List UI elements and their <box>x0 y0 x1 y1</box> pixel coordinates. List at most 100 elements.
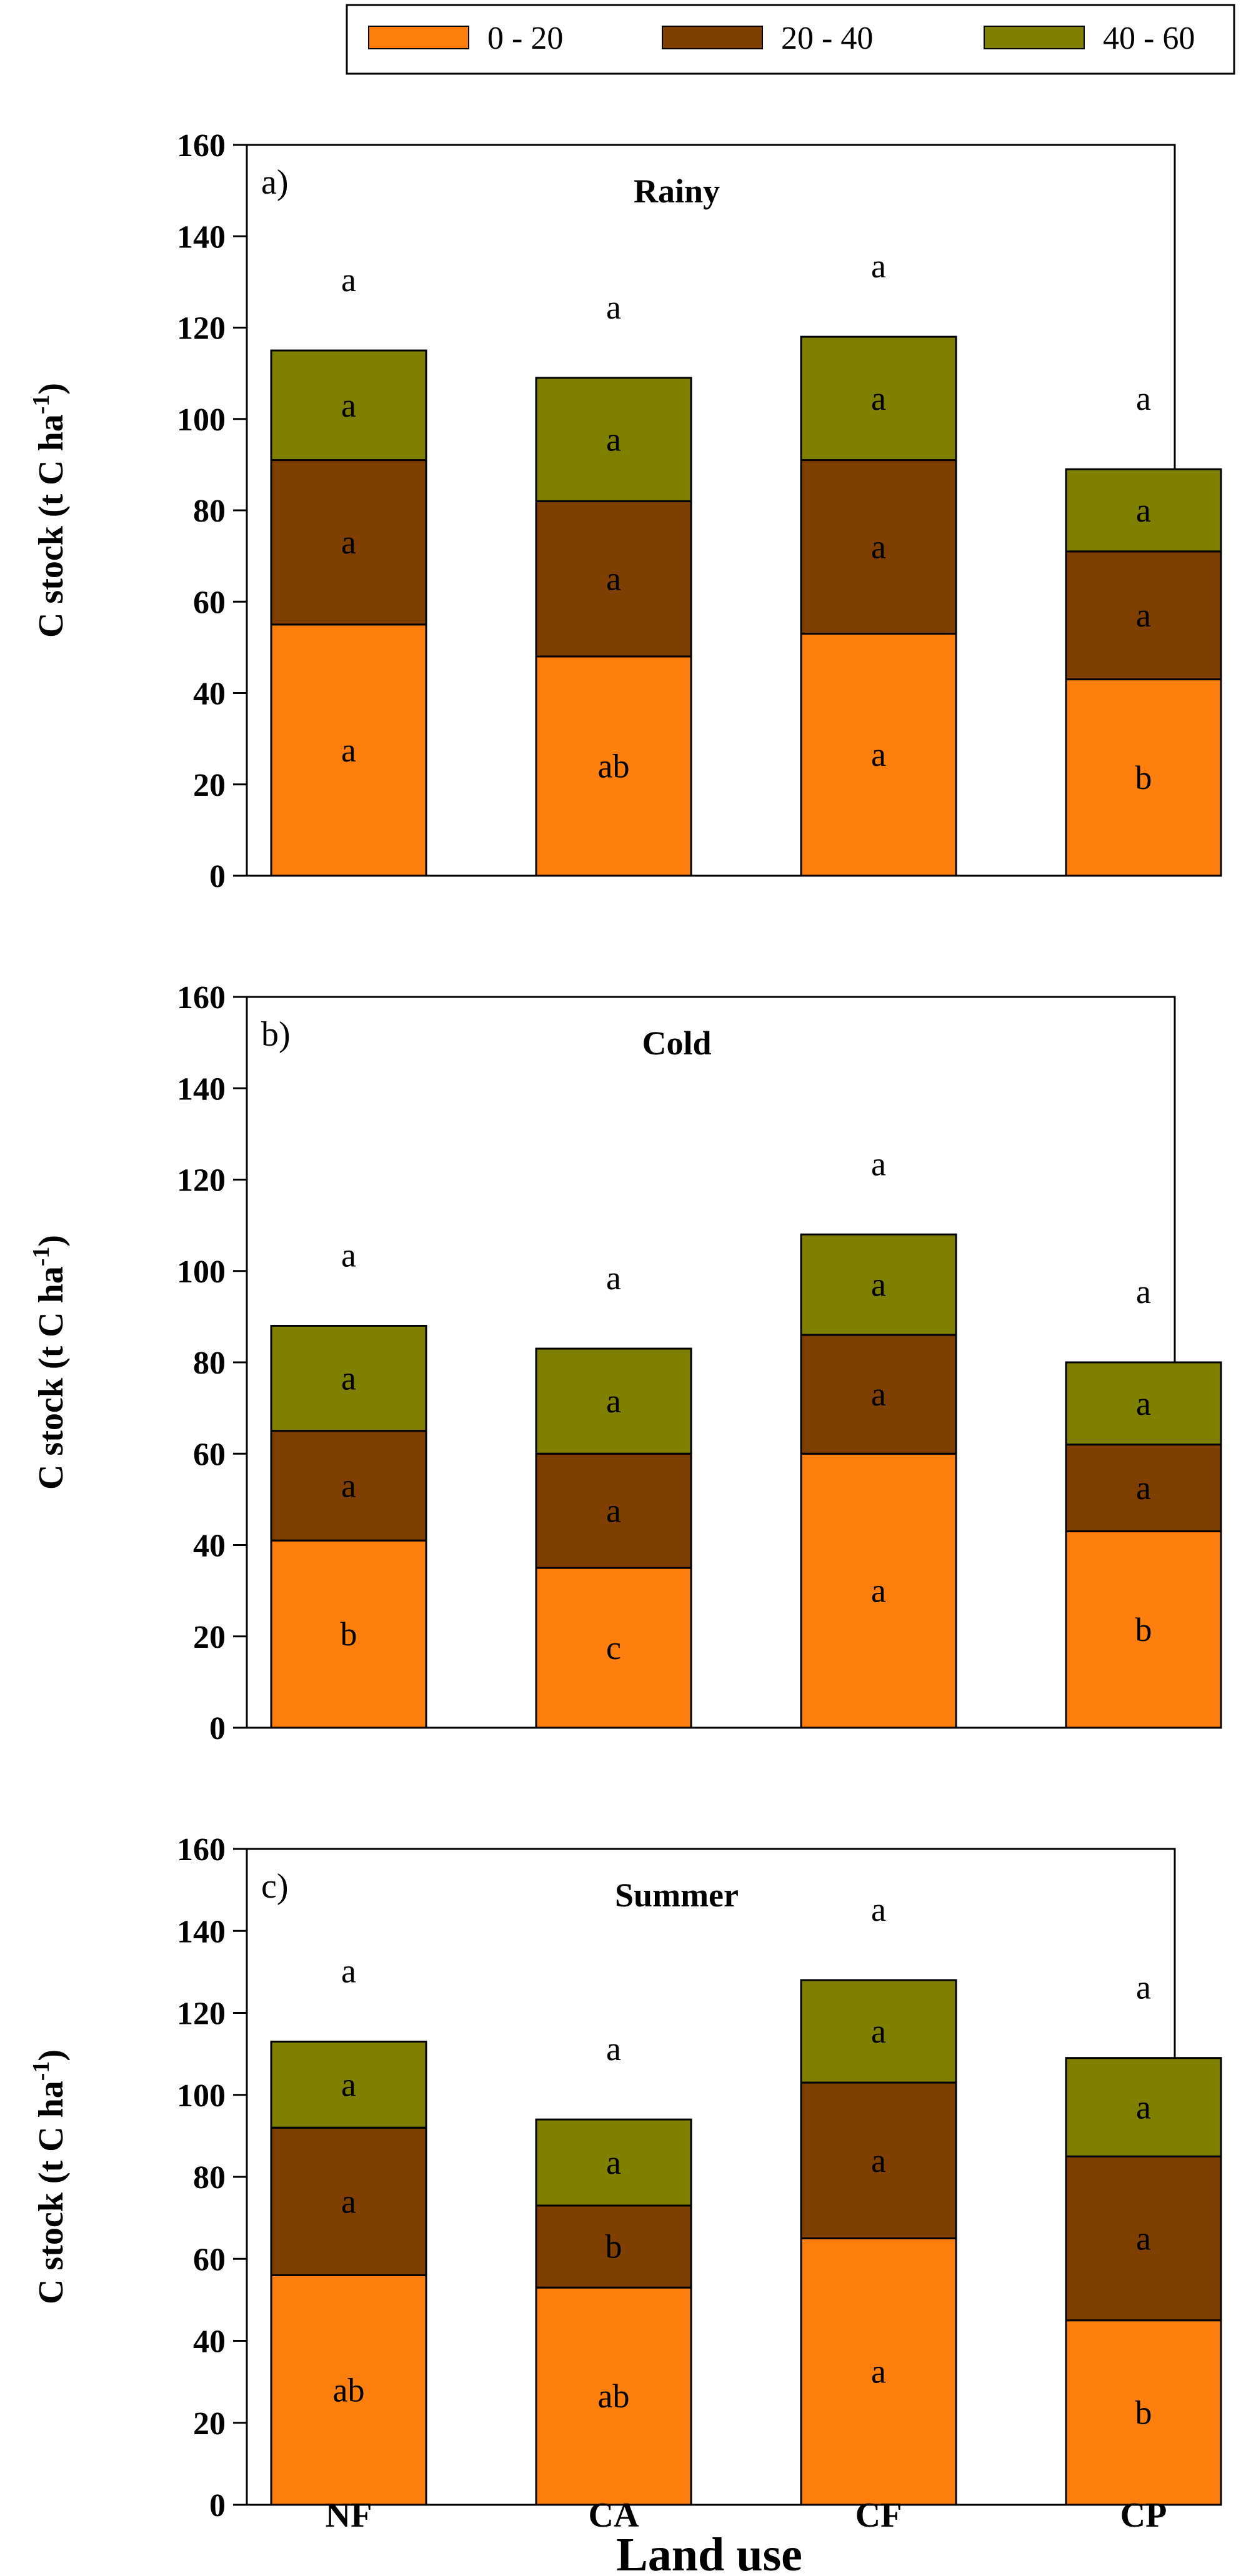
bar-CP-0-20 <box>1065 678 1222 877</box>
bar-CA-40-60 <box>535 377 692 502</box>
y-tick-label: 120 <box>177 1163 226 1199</box>
bar-NF-40-60 <box>270 2040 427 2129</box>
panel-1: 0 20 40 60 80 100 120 140 160 b) Cold b a a a c a a a a a a a b… <box>28 980 1222 1746</box>
total-letter: a <box>1136 1273 1151 1310</box>
legend-swatch-1 <box>662 26 763 49</box>
total-letter: a <box>871 247 886 285</box>
bar-NF-20-40 <box>270 1430 427 1542</box>
legend-label-1: 20 - 40 <box>781 21 873 56</box>
bar-CA-20-40 <box>535 1452 692 1569</box>
bar-CF-0-20 <box>800 632 957 877</box>
bar-CP-40-60 <box>1065 2057 1222 2157</box>
legend-swatch-0 <box>368 26 469 49</box>
segment-letter: a <box>606 1492 621 1530</box>
y-tick-label: 20 <box>193 2406 226 2442</box>
total-letter: a <box>341 1237 356 1274</box>
segment-letter: b <box>1135 1611 1152 1648</box>
y-tick-label: 100 <box>177 402 226 438</box>
segment-letter: a <box>606 421 621 458</box>
segment-letter: a <box>341 2066 356 2103</box>
segment-letter: a <box>871 2013 886 2050</box>
axis-titles: NF CA CF CP Land use <box>326 2496 1167 2576</box>
segment-letter: a <box>871 1572 886 1610</box>
bar-CP-20-40 <box>1065 1444 1222 1533</box>
y-tick-label: 60 <box>193 1437 226 1472</box>
y-axis-label: C stock (t C ha-1) <box>28 383 71 638</box>
panel-letter: a) <box>261 163 289 202</box>
bar-CA-0-20 <box>535 1567 692 1729</box>
segment-letter: a <box>871 1266 886 1304</box>
y-tick-label: 40 <box>193 676 226 712</box>
bar-CA-40-60 <box>535 2118 692 2207</box>
y-tick-label: 0 <box>209 859 226 894</box>
total-letter: a <box>1136 380 1151 417</box>
segment-letter: a <box>341 1467 356 1504</box>
y-tick-label: 120 <box>177 1996 226 2032</box>
y-axis-label: C stock (t C ha-1) <box>28 1235 71 1490</box>
bar-NF-0-20 <box>270 1539 427 1729</box>
bar-CP-0-20 <box>1065 1530 1222 1729</box>
y-tick-label: 20 <box>193 1620 226 1655</box>
legend-label-0: 0 - 20 <box>487 21 563 56</box>
segment-letter: a <box>341 387 356 424</box>
segment-letter: a <box>606 2144 621 2181</box>
panel-letter: b) <box>261 1015 291 1054</box>
bar-NF-40-60 <box>270 349 427 462</box>
total-letter: a <box>606 289 621 326</box>
total-letter: a <box>606 2030 621 2068</box>
total-letter: a <box>1136 1969 1151 2006</box>
segment-letter: a <box>1136 597 1151 634</box>
segment-letter: a <box>1136 1385 1151 1422</box>
segment-letter: a <box>341 731 356 769</box>
y-tick-label: 140 <box>177 1071 226 1107</box>
bar-CF-20-40 <box>800 2081 957 2239</box>
bar-CP-40-60 <box>1065 1361 1222 1446</box>
segment-letter: a <box>1136 492 1151 529</box>
legend-label-2: 40 - 60 <box>1103 21 1195 56</box>
segment-letter: ab <box>598 748 630 785</box>
segment-letter: a <box>606 1382 621 1420</box>
total-letter: a <box>341 261 356 299</box>
segment-letter: b <box>606 2228 622 2266</box>
segment-letter: a <box>871 1375 886 1413</box>
y-tick-label: 160 <box>177 1832 226 1868</box>
segment-letter: a <box>341 523 356 561</box>
x-tick-label-CF: CF <box>855 2496 902 2535</box>
y-tick-label: 60 <box>193 585 226 620</box>
y-tick-label: 80 <box>193 2160 226 2196</box>
legend: 0 - 20 20 - 40 40 - 60 <box>346 4 1235 75</box>
segment-letter: a <box>606 560 621 598</box>
total-letter: a <box>606 1259 621 1297</box>
y-tick-label: 20 <box>193 768 226 803</box>
y-tick-label: 0 <box>209 2488 226 2524</box>
bar-NF-0-20 <box>270 623 427 877</box>
segment-letter: a <box>1136 2088 1151 2126</box>
bar-CP-20-40 <box>1065 550 1222 681</box>
segment-letter: a <box>871 2353 886 2390</box>
x-tick-label-CP: CP <box>1120 2496 1167 2535</box>
segment-letter: a <box>871 736 886 773</box>
legend-swatch-2 <box>984 26 1085 49</box>
y-axis-label: C stock (t C ha-1) <box>28 2049 71 2304</box>
segment-letter: b <box>1135 2394 1152 2431</box>
y-tick-label: 40 <box>193 1528 226 1564</box>
bar-CP-40-60 <box>1065 468 1222 553</box>
y-tick-label: 80 <box>193 493 226 529</box>
segment-letter: a <box>341 1360 356 1397</box>
bar-NF-20-40 <box>270 2126 427 2276</box>
bar-NF-40-60 <box>270 1325 427 1432</box>
y-tick-label: 100 <box>177 2078 226 2114</box>
x-tick-label-CA: CA <box>589 2496 639 2535</box>
bar-CF-20-40 <box>800 459 957 635</box>
bar-NF-0-20 <box>270 2274 427 2506</box>
panel-title: Rainy <box>634 172 720 210</box>
segment-letter: a <box>341 2182 356 2220</box>
total-letter: a <box>871 1145 886 1182</box>
total-letter: a <box>341 1952 356 1989</box>
panel-title: Summer <box>615 1876 739 1914</box>
panel-letter: c) <box>261 1867 289 1906</box>
x-axis-label: Land use <box>616 2529 802 2576</box>
